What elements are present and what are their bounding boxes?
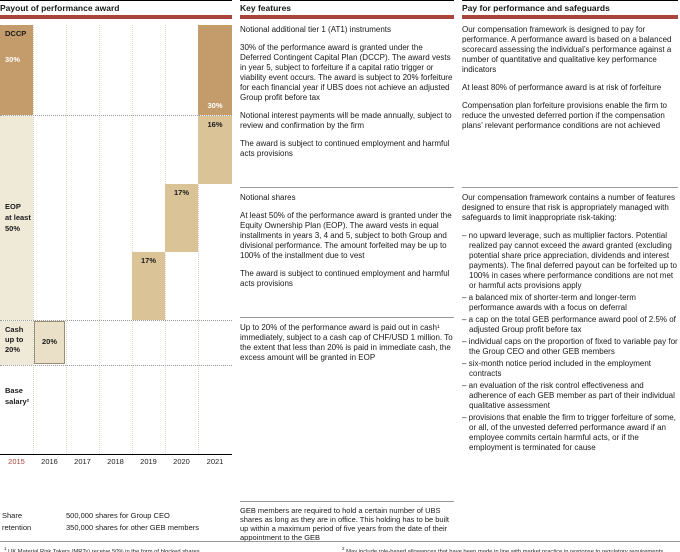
paragraph: The award is subject to continued employ… xyxy=(240,269,450,288)
footnote-text: May include role-based allowances that h… xyxy=(346,548,665,552)
x-axis-years: 2015 2016 2017 2018 2019 2020 2021 xyxy=(0,457,232,466)
footnotes: 1 UK Material Risk Takers (MRTs) receive… xyxy=(0,541,680,552)
footnote-text: UK Material Risk Takers (MRTs) receive 5… xyxy=(8,548,202,552)
band-label-cash: Cash xyxy=(5,325,24,334)
share-retention-ceo: 500,000 shares for Group CEO xyxy=(66,511,170,520)
section-pay-for-performance: Our compensation framework is designed t… xyxy=(462,25,678,139)
safeguards-intro: Our compensation framework contains a nu… xyxy=(462,193,675,222)
red-underline-bar xyxy=(240,15,454,19)
bar-value-eop-2020: 17% xyxy=(173,188,189,197)
section-cash-features: Up to 20% of the performance award is pa… xyxy=(240,317,454,371)
band-label-base: Base xyxy=(5,386,23,395)
payout-chart: DCCP 30% EOP at least 50% Cash up to 20%… xyxy=(0,25,232,455)
section-dccp-features: Notional additional tier 1 (AT1) instrum… xyxy=(240,25,454,167)
paragraph: GEB members are required to hold a certa… xyxy=(240,506,450,542)
payout-chart-panel: Payout of performance award DCCP 30% EOP… xyxy=(0,0,232,552)
column-gridline xyxy=(33,25,34,454)
band-divider-eop-cash xyxy=(0,320,232,321)
paragraph: Notional interest payments will be made … xyxy=(240,111,452,130)
paragraph: The award is subject to continued employ… xyxy=(240,139,450,158)
band-sublabel-eop-1: at least xyxy=(5,213,31,222)
bar-eop-2019: 17% xyxy=(132,252,165,320)
red-underline-bar xyxy=(462,15,678,19)
bar-value-dccp-2021: 30% xyxy=(207,101,223,110)
bar-value-cash-2016: 20% xyxy=(41,337,57,346)
axis-year-2017: 2017 xyxy=(74,457,91,466)
paragraph: Notional shares xyxy=(240,193,296,202)
bar-cash-2016: 20% xyxy=(34,321,65,364)
bar-value-eop-2021: 16% xyxy=(207,120,223,129)
band-sublabel-base: salary² xyxy=(5,397,30,406)
safeguards-list: – no upward leverage, such as multiplier… xyxy=(462,231,678,453)
list-item: – six-month notice period included in th… xyxy=(462,359,651,378)
band-divider-cash-base xyxy=(0,365,232,366)
axis-year-2015: 2015 xyxy=(8,457,25,466)
axis-year-2019: 2019 xyxy=(140,457,157,466)
footnote-2: 2 May include role-based allowances that… xyxy=(342,545,665,552)
share-retention-values: 500,000 shares for Group CEO 350,000 sha… xyxy=(66,510,232,534)
share-retention-label: Share retention xyxy=(2,511,32,532)
list-item: – an evaluation of the risk control effe… xyxy=(462,381,675,410)
section-risk-safeguards: Our compensation framework contains a nu… xyxy=(462,187,678,455)
axis-year-2020: 2020 xyxy=(173,457,190,466)
paragraph: Compensation plan forfeiture provisions … xyxy=(462,101,667,130)
bar-eop-2020: 17% xyxy=(165,184,198,252)
band-label-eop: EOP xyxy=(5,202,21,211)
band-eop-2015: EOP at least 50% xyxy=(0,116,33,320)
paragraph: 30% of the performance award is granted … xyxy=(240,43,453,102)
key-features-header: Key features xyxy=(240,0,454,19)
list-item: – no upward leverage, such as multiplier… xyxy=(462,231,677,290)
column-gridline xyxy=(99,25,100,454)
key-features-title: Key features xyxy=(240,3,292,13)
band-divider-dccp-eop xyxy=(0,115,232,116)
footnote-1: 1 UK Material Risk Takers (MRTs) receive… xyxy=(4,545,201,552)
band-sublabel-cash-1: up to xyxy=(5,335,24,344)
paragraph: Our compensation framework is designed t… xyxy=(462,25,672,74)
axis-year-2016: 2016 xyxy=(41,457,58,466)
band-sublabel-cash-2: 20% xyxy=(5,345,21,354)
band-cash-2015: Cash up to 20% xyxy=(0,321,33,365)
safeguards-title: Pay for performance and safeguards xyxy=(462,3,610,13)
bar-value-eop-2019: 17% xyxy=(140,256,156,265)
paragraph: At least 80% of performance award is at … xyxy=(462,83,662,92)
column-gridline xyxy=(66,25,67,454)
bar-value-dccp-2015: 30% xyxy=(5,55,21,64)
axis-year-2021: 2021 xyxy=(206,457,224,466)
share-retention-block: Share retention 500,000 shares for Group… xyxy=(2,510,232,534)
paragraph: Notional additional tier 1 (AT1) instrum… xyxy=(240,25,392,34)
bar-dccp-2021: 30% xyxy=(198,25,232,115)
section-eop-features: Notional shares At least 50% of the perf… xyxy=(240,187,454,297)
band-label-dccp: DCCP xyxy=(5,29,27,38)
list-item: – provisions that enable the firm to tri… xyxy=(462,413,676,452)
footnote-marker: 2 xyxy=(342,546,345,551)
list-item: – individual caps on the proportion of f… xyxy=(462,337,678,356)
chart-title: Payout of performance award xyxy=(0,3,120,13)
band-sublabel-eop-2: 50% xyxy=(5,224,21,233)
column-gridline xyxy=(132,25,133,454)
list-item: – a cap on the total GEB performance awa… xyxy=(462,315,676,334)
share-retention-geb: 350,000 shares for other GEB members xyxy=(66,523,199,532)
chart-panel-header: Payout of performance award xyxy=(0,0,232,19)
key-features-panel: Key features Notional additional tier 1 … xyxy=(240,0,454,552)
band-base-salary-2015: Base salary² xyxy=(0,366,33,455)
red-underline-bar xyxy=(0,15,232,19)
footnote-marker: 1 xyxy=(4,546,7,551)
paragraph: Up to 20% of the performance award is pa… xyxy=(240,323,453,362)
safeguards-panel: Pay for performance and safeguards Our c… xyxy=(462,0,678,552)
bar-eop-2021: 16% xyxy=(198,116,232,184)
bar-dccp-2015: DCCP 30% xyxy=(0,25,33,115)
column-gridline xyxy=(198,25,199,454)
list-item: – a balanced mix of shorter-term and lon… xyxy=(462,293,636,312)
paragraph: At least 50% of the performance award is… xyxy=(240,211,452,260)
section-geb-holding: GEB members are required to hold a certa… xyxy=(240,501,454,550)
safeguards-header: Pay for performance and safeguards xyxy=(462,0,678,19)
axis-year-2018: 2018 xyxy=(107,457,124,466)
